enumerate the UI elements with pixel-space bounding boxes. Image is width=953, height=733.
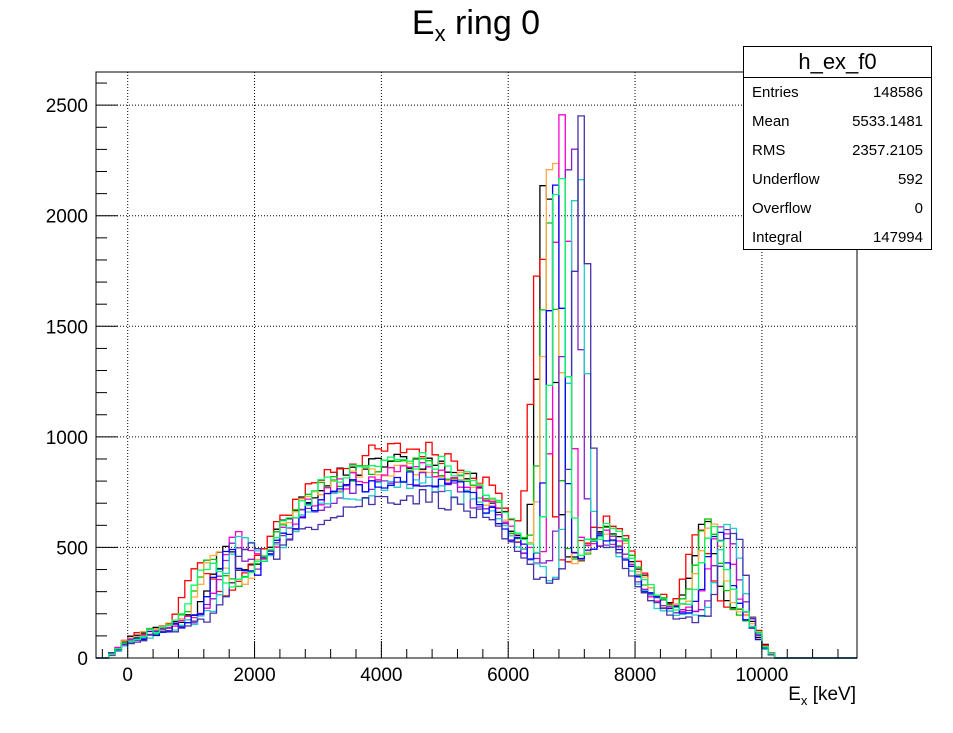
stats-label: Underflow: [752, 171, 820, 188]
chart-title: Ex ring 0: [412, 4, 540, 46]
stats-row: Mean 5533.1481: [744, 107, 931, 136]
stats-label: RMS: [752, 142, 786, 159]
x-tick-label: 2000: [233, 665, 275, 686]
stats-row: Overflow 0: [744, 194, 931, 223]
stats-label: Entries: [752, 84, 799, 101]
plot-frame: [95, 71, 858, 659]
stats-row: Integral 147994: [744, 223, 931, 252]
x-tick-label: 0: [122, 665, 133, 686]
stats-label: Mean: [752, 113, 790, 130]
y-tick-label: 2500: [46, 96, 88, 117]
stats-row: Entries 148586: [744, 78, 931, 107]
x-tick-label: 10000: [735, 665, 788, 686]
stats-label: Overflow: [752, 200, 812, 217]
x-tick-label: 4000: [360, 665, 402, 686]
x-tick-label: 8000: [614, 665, 656, 686]
stats-title: h_ex_f0: [744, 47, 931, 78]
y-tick-label: 1000: [46, 428, 88, 449]
series-layer: [96, 114, 857, 659]
stats-value: 592: [897, 171, 923, 188]
stats-row: Underflow 592: [744, 165, 931, 194]
series-line-7: [96, 184, 857, 659]
stats-value: 147994: [872, 229, 923, 246]
stats-value: 0: [914, 200, 923, 217]
stats-value: 148586: [872, 84, 923, 101]
x-axis-title: Ex [keV]: [788, 684, 856, 708]
axes: 0 2000 4000 6000 8000 10000 0 500 1000 1500 2000 25…: [46, 71, 858, 686]
stats-value: 2357.2105: [852, 142, 923, 159]
x-tick-label: 6000: [487, 665, 529, 686]
y-tick-label: 2000: [46, 207, 88, 228]
y-tick-label: 0: [77, 649, 88, 670]
y-tick-label: 1500: [46, 317, 88, 338]
stats-label: Integral: [752, 229, 803, 246]
y-tick-label: 500: [56, 538, 88, 559]
series-line-5: [96, 148, 857, 659]
stats-box: h_ex_f0 Entries 148586 Mean 5533.1481 RMS 235…: [743, 46, 932, 250]
stats-value: 5533.1481: [852, 113, 923, 130]
stats-row: RMS 2357.2105: [744, 136, 931, 165]
series-line-8: [96, 115, 857, 659]
series-line-9: [96, 177, 857, 659]
